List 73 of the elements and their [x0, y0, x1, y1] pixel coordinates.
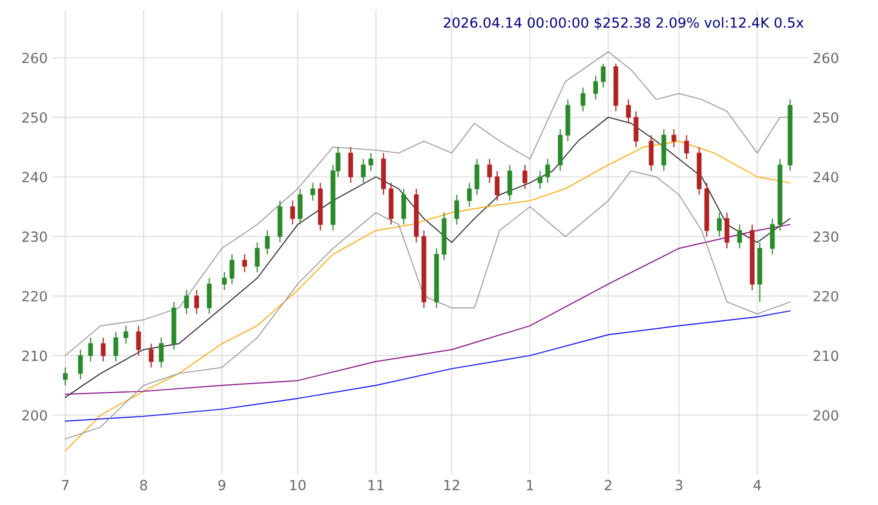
y2-tick-label: 210: [814, 350, 838, 362]
y-tick-label: 240: [22, 172, 47, 182]
candlestick: [78, 349, 83, 380]
y2-tick-label: 260: [814, 52, 838, 64]
candlestick: [474, 158, 480, 196]
candlestick: [206, 278, 212, 314]
y-tick-label: 260: [22, 52, 47, 64]
candlestick: [634, 110, 638, 148]
x-tick-label: 8: [140, 480, 148, 490]
y-tick-label: 220: [22, 290, 47, 302]
line-series: [64, 224, 791, 395]
x-tick-label: 3: [676, 480, 682, 490]
candlestick: [717, 212, 722, 237]
x-tick-label: 11: [368, 480, 384, 490]
y2-tick-label: 250: [814, 112, 838, 123]
y-tick-label: 230: [22, 231, 47, 242]
candlestick: [684, 134, 689, 160]
candlestick: [466, 182, 472, 208]
candlestick: [454, 194, 460, 226]
candlestick: [290, 200, 295, 226]
y2-tick-label: 240: [814, 172, 838, 182]
candlestick: [600, 63, 606, 88]
x-tick-label: 1: [527, 480, 534, 490]
candlestick: [348, 146, 354, 184]
x-tick-label: 10: [290, 480, 306, 490]
y2-tick-label: 200: [814, 410, 838, 421]
candlestick: [672, 128, 676, 148]
candlestick: [148, 343, 154, 368]
candlestick: [648, 134, 654, 172]
candlestick: [401, 188, 406, 226]
candlestick: [113, 331, 118, 362]
line-series: [64, 310, 791, 422]
candlestick: [264, 230, 270, 255]
candlestick: [626, 98, 631, 124]
candlestick: [136, 325, 141, 356]
candlestick: [184, 289, 189, 314]
x-tick-label: 2: [604, 480, 612, 490]
candlestick: [724, 212, 730, 249]
candlestick: [100, 337, 106, 362]
y2-tick-label: 220: [814, 290, 838, 302]
candlestick: [298, 188, 303, 226]
candlestick: [88, 337, 93, 362]
candlestick: [545, 158, 550, 184]
x-tick-label: 12: [444, 480, 460, 490]
candlestick: [124, 325, 128, 344]
candlestick: [538, 170, 542, 190]
candlestick: [593, 75, 598, 100]
x-tick-label: 7: [62, 480, 69, 490]
candlestick: [507, 164, 512, 202]
candlestick: [770, 218, 775, 255]
chart-title: 2026.04.14 00:00:00 $252.38 2.09% vol:12.4K 0.5x: [444, 17, 804, 30]
y2-tick-label: 230: [814, 231, 838, 242]
candlestick: [368, 152, 374, 172]
candlestick: [522, 164, 528, 190]
y-tick-label: 200: [22, 410, 47, 421]
candlestick: [487, 158, 492, 184]
candlestick: [62, 366, 68, 386]
candlestick: [580, 86, 586, 112]
candlestick: [158, 337, 164, 368]
candlestick: [222, 272, 227, 291]
candlestick: [310, 182, 316, 202]
candlestick: [230, 254, 234, 285]
x-tick-label: 9: [218, 480, 226, 490]
candlestick: [494, 170, 500, 202]
candlestick: [242, 254, 247, 273]
candlestick: [737, 224, 742, 249]
candlestick: [254, 242, 260, 273]
y-tick-label: 210: [22, 350, 47, 362]
candlestick: [194, 289, 199, 314]
line-series: [64, 116, 791, 398]
y-tick-label: 250: [22, 112, 47, 123]
x-tick-label: 4: [754, 480, 761, 490]
candlestick: [360, 158, 366, 184]
